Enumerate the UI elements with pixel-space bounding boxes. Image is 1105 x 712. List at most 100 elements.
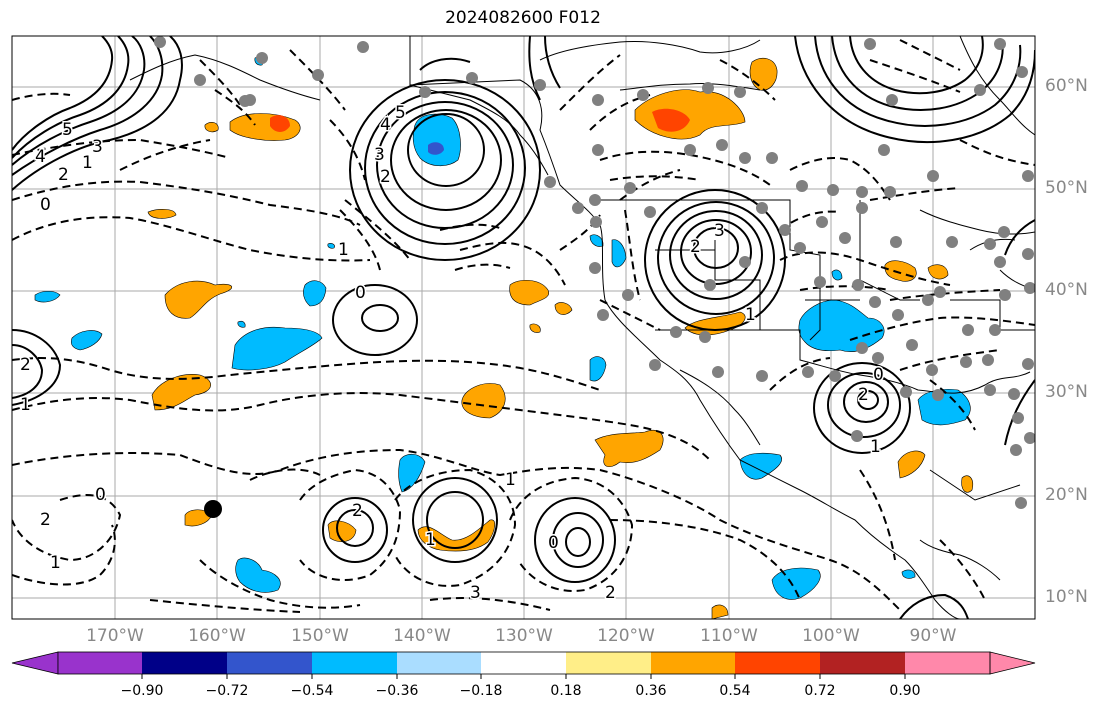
station-dot	[886, 94, 898, 106]
colorbar-extend-high	[989, 651, 1036, 675]
longitude-label: 170°W	[86, 626, 144, 646]
station-dot	[239, 95, 251, 107]
station-dot	[1022, 170, 1034, 182]
station-dot	[592, 94, 604, 106]
station-dot	[1010, 444, 1022, 456]
station-dot	[906, 339, 918, 351]
contour-label: 2	[352, 501, 363, 521]
contour-label: 2	[58, 165, 69, 185]
station-dot	[960, 356, 972, 368]
station-dot	[984, 238, 996, 250]
station-dot	[739, 152, 751, 164]
station-dot	[589, 262, 601, 274]
contour-label: 3	[470, 583, 481, 603]
station-dot	[1012, 412, 1024, 424]
latitude-label: 30°N	[1045, 382, 1088, 402]
contour-label: 3	[714, 221, 725, 241]
colorbar-label: −0.90	[120, 683, 164, 699]
station-dot	[900, 386, 912, 398]
colorbar-label: 0.90	[889, 683, 921, 699]
contour-label: 1	[82, 153, 93, 173]
longitude-label: 130°W	[495, 626, 553, 646]
station-dot	[816, 216, 828, 228]
station-dot	[802, 366, 814, 378]
station-dot	[590, 216, 602, 228]
longitude-label: 150°W	[291, 626, 349, 646]
station-dot	[926, 364, 938, 376]
station-dot	[589, 194, 601, 206]
station-dot	[984, 384, 996, 396]
station-dot	[684, 144, 696, 156]
station-dot	[670, 326, 682, 338]
station-dot	[999, 289, 1011, 301]
station-dot	[1015, 497, 1027, 509]
colorbar-segment	[566, 652, 651, 674]
negative-anomaly-shading	[34, 56, 971, 600]
station-dot	[597, 309, 609, 321]
station-dot	[962, 324, 974, 336]
contour-label: 5	[62, 120, 73, 140]
map-title: 2024082600 F012	[445, 8, 601, 28]
station-dot	[890, 236, 902, 248]
contour-label: 1	[425, 530, 436, 550]
longitude-label: 160°W	[188, 626, 246, 646]
station-dot	[649, 359, 661, 371]
station-dot	[739, 256, 751, 268]
colorbar-segment	[58, 652, 142, 674]
strong-negative-anomaly-shading	[428, 142, 444, 155]
station-dot	[794, 242, 806, 254]
station-dot	[864, 38, 876, 50]
station-dot	[814, 276, 826, 288]
contour-label: 3	[92, 137, 103, 157]
station-dot	[856, 342, 868, 354]
station-dot	[892, 309, 904, 321]
station-dot	[796, 180, 808, 192]
contour-label: 1	[50, 553, 61, 573]
colorbar-segment	[481, 652, 566, 674]
colorbar-label: 0.72	[804, 683, 836, 699]
contour-label: 0	[873, 365, 884, 385]
contour-label: 4	[35, 147, 46, 167]
station-dot	[851, 430, 863, 442]
station-dot	[644, 206, 656, 218]
colorbar-segment	[735, 652, 820, 674]
station-dot	[699, 331, 711, 343]
station-dot	[856, 202, 868, 214]
colorbar-outline	[57, 651, 991, 675]
station-dot	[766, 152, 778, 164]
map-frame	[11, 35, 1036, 620]
contour-label: 2	[380, 167, 391, 187]
station-dot	[637, 89, 649, 101]
station-dot	[1016, 66, 1028, 78]
station-dot	[466, 72, 478, 84]
station-dot	[934, 286, 946, 298]
contour-label: 1	[20, 395, 31, 415]
station-dot	[827, 184, 839, 196]
station-dot	[256, 52, 268, 64]
colorbar-label: −0.54	[290, 683, 334, 699]
station-dot	[869, 296, 881, 308]
station-dot	[592, 144, 604, 156]
longitude-label: 110°W	[700, 626, 758, 646]
station-dot	[712, 366, 724, 378]
station-dot	[756, 370, 768, 382]
colorbar-extend-low	[11, 651, 59, 675]
station-dot	[312, 69, 324, 81]
latitude-label: 50°N	[1045, 178, 1088, 198]
contour-label: 1	[745, 305, 756, 325]
colorbar-segment	[142, 652, 227, 674]
station-dot	[946, 236, 958, 248]
longitude-label: 140°W	[393, 626, 451, 646]
contour-label: 3	[374, 145, 385, 165]
contour-label: 0	[548, 533, 559, 553]
station-dot	[544, 176, 556, 188]
positive-contours	[12, 36, 1035, 619]
station-dots	[154, 36, 1035, 509]
station-dot	[1022, 248, 1034, 260]
station-dot	[1008, 388, 1020, 400]
station-dot	[884, 186, 896, 198]
station-dot	[702, 82, 714, 94]
station-dot	[872, 352, 884, 364]
